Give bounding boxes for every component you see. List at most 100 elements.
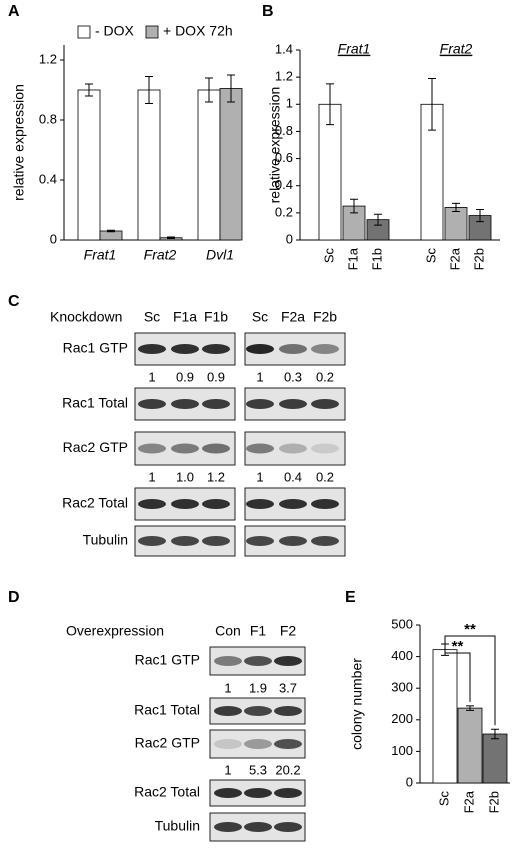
row-label: Rac2 Total xyxy=(62,495,128,511)
quant-label: 0.9 xyxy=(207,369,225,384)
error-bar xyxy=(85,83,93,97)
band xyxy=(274,656,302,666)
y-axis-label: colony number xyxy=(349,658,365,750)
blot-header: Overexpression xyxy=(66,623,164,639)
lane-label: F2b xyxy=(313,309,337,325)
y-tick-label: 0.8 xyxy=(39,111,57,126)
row-label: Tubulin xyxy=(155,818,200,834)
error-bar xyxy=(428,78,436,131)
bar xyxy=(457,707,483,784)
significance-bracket xyxy=(444,635,496,726)
y-tick-label: 200 xyxy=(391,711,413,726)
x-tick-label: F2b xyxy=(471,248,486,270)
quant-label: 1 xyxy=(224,680,231,695)
y-tick-label: 1.2 xyxy=(275,69,293,84)
band xyxy=(202,443,230,454)
row-label: Rac1 GTP xyxy=(63,340,128,356)
band xyxy=(311,344,339,354)
blot-header: Knockdown xyxy=(50,309,122,325)
group-label: Frat2 xyxy=(440,41,473,57)
y-axis-label: relative expression xyxy=(11,84,27,201)
legend-swatch xyxy=(145,25,159,39)
lane-label: F1 xyxy=(250,623,267,639)
band xyxy=(214,656,242,666)
error-bar xyxy=(374,213,382,226)
error-bar xyxy=(227,74,235,103)
y-tick-label: 0.8 xyxy=(275,123,293,138)
band xyxy=(244,656,272,666)
quant-label: 0.9 xyxy=(176,369,194,384)
band xyxy=(246,399,274,409)
row-label: Rac2 GTP xyxy=(135,735,200,751)
error-bar xyxy=(476,208,484,223)
bar xyxy=(219,88,243,241)
quant-label: 1 xyxy=(148,369,155,384)
lane-label: F1a xyxy=(173,309,197,325)
band xyxy=(244,706,272,716)
band xyxy=(279,443,307,454)
panel-label: D xyxy=(8,589,20,606)
band xyxy=(202,536,230,546)
quant-label: 1.0 xyxy=(176,469,194,484)
y-tick-label: 100 xyxy=(391,743,413,758)
quant-label: 0.3 xyxy=(284,369,302,384)
bar xyxy=(99,230,123,241)
row-label: Rac1 GTP xyxy=(135,652,200,668)
lane-label: F1b xyxy=(204,309,228,325)
panel-label: B xyxy=(262,3,274,20)
significance-label: ** xyxy=(464,621,476,638)
y-tick-label: 300 xyxy=(391,680,413,695)
x-tick-label: F2b xyxy=(486,791,501,813)
y-tick-label: 0.6 xyxy=(275,150,293,165)
quant-label: 1 xyxy=(148,469,155,484)
error-bar xyxy=(491,728,499,740)
error-bar xyxy=(350,198,358,214)
band xyxy=(138,536,166,546)
band xyxy=(138,399,166,409)
bar xyxy=(482,733,508,784)
legend-label: + DOX 72h xyxy=(163,23,233,39)
x-tick-label: Frat1 xyxy=(84,247,117,263)
lane-label: Con xyxy=(215,623,241,639)
band xyxy=(311,443,339,454)
band xyxy=(274,822,302,832)
y-tick-label: 1.2 xyxy=(39,51,57,66)
y-axis-label: relative expression xyxy=(267,87,283,204)
band xyxy=(171,499,199,509)
quant-label: 20.2 xyxy=(275,762,300,777)
x-tick-label: F2a xyxy=(461,790,476,813)
quant-label: 1.9 xyxy=(249,680,267,695)
band xyxy=(214,822,242,832)
band xyxy=(202,344,230,354)
band xyxy=(171,536,199,546)
y-tick-label: 0 xyxy=(406,774,413,789)
band xyxy=(246,443,274,454)
y-tick-label: 0 xyxy=(286,231,293,246)
significance-bracket xyxy=(444,639,471,702)
band xyxy=(274,739,302,749)
quant-label: 0.2 xyxy=(316,369,334,384)
band xyxy=(311,499,339,509)
x-tick-label: Sc xyxy=(321,248,336,264)
band xyxy=(214,788,242,798)
band xyxy=(171,344,199,354)
band xyxy=(244,739,272,749)
band xyxy=(202,399,230,409)
band xyxy=(171,399,199,409)
lane-label: Sc xyxy=(252,309,268,325)
y-tick-label: 0.2 xyxy=(275,204,293,219)
band xyxy=(138,443,166,454)
band xyxy=(279,536,307,546)
group-label: Frat1 xyxy=(338,41,371,57)
band xyxy=(246,536,274,546)
y-tick-label: 400 xyxy=(391,648,413,663)
x-tick-label: Frat2 xyxy=(144,247,177,263)
band xyxy=(311,399,339,409)
band xyxy=(279,399,307,409)
bar xyxy=(77,89,101,241)
x-tick-label: Dvl1 xyxy=(206,247,234,263)
panel-label: A xyxy=(8,3,20,20)
band xyxy=(138,344,166,354)
error-bar xyxy=(145,76,153,104)
